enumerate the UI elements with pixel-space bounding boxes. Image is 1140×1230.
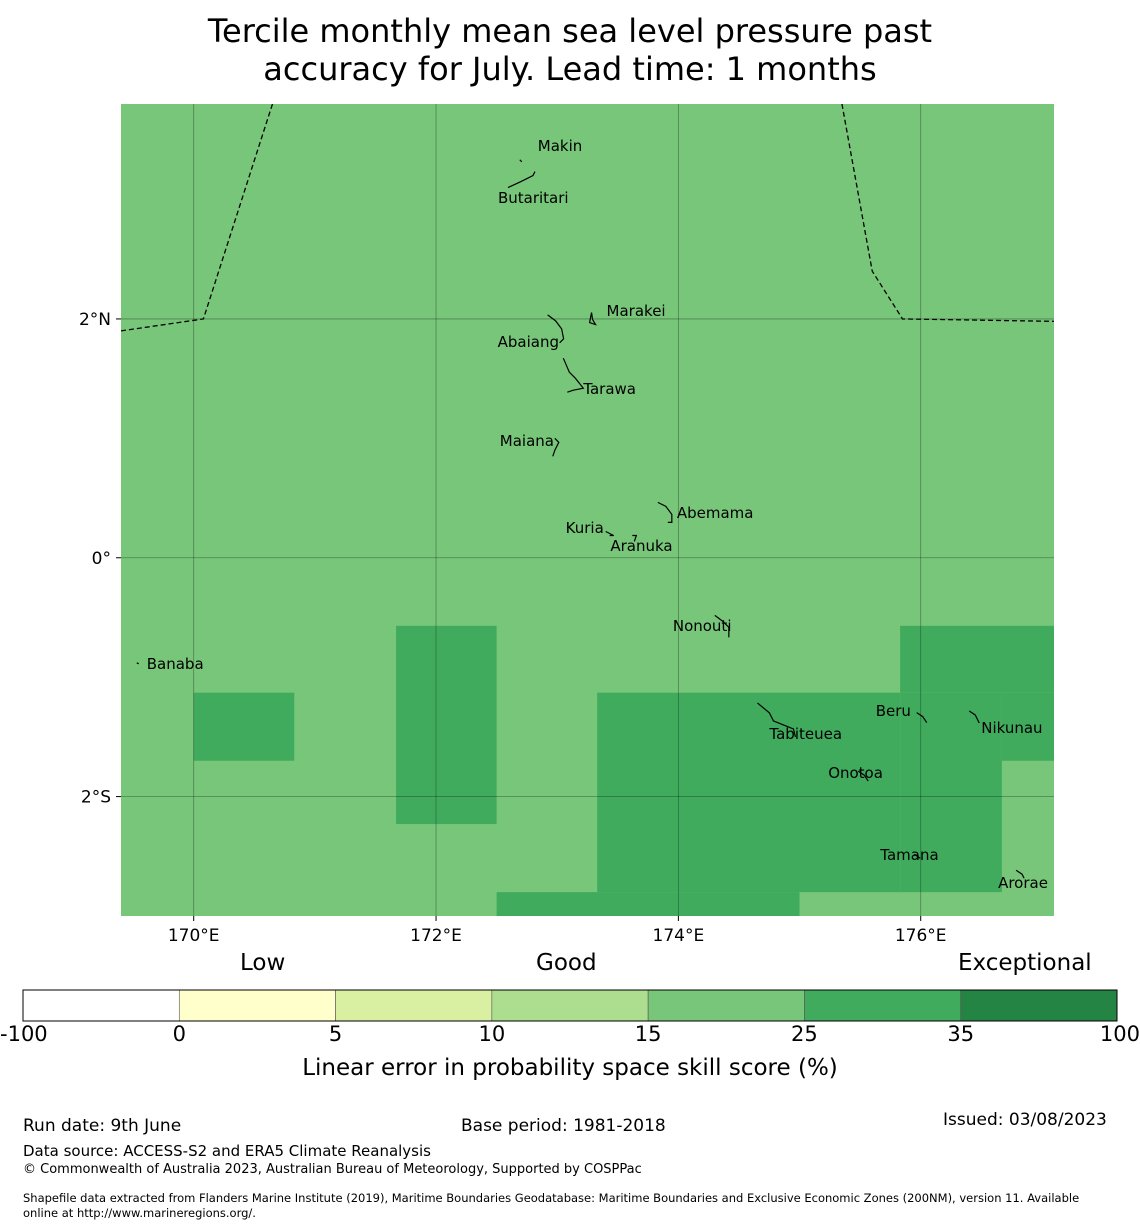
colorbar-bin — [178, 989, 336, 1022]
title-line-1: Tercile monthly mean sea level pressure … — [207, 12, 933, 50]
colorbar-bin — [804, 989, 962, 1022]
skill-cell — [396, 625, 497, 825]
island-label: Banaba — [146, 654, 204, 673]
shapefile-credit-line-2: online at http://www.marineregions.org/. — [23, 1206, 256, 1220]
island-outline — [1015, 869, 1025, 879]
island-outline — [657, 501, 673, 523]
island-outline — [916, 712, 928, 723]
colorbar-frame — [22, 989, 1118, 1022]
colorbar-bin — [647, 989, 805, 1022]
island-label: Marakei — [606, 301, 666, 320]
copyright: © Commonwealth of Australia 2023, Austra… — [23, 1162, 642, 1177]
legend-category-exceptional: Exceptional — [958, 950, 1092, 976]
colorbar-bin — [960, 989, 1118, 1022]
title-line-2: accuracy for July. Lead time: 1 months — [263, 50, 877, 88]
issued-date: Issued: 03/08/2023 — [943, 1110, 1107, 1130]
base-period: Base period: 1981-2018 — [461, 1116, 666, 1136]
map-gridlines — [121, 104, 1054, 916]
skill-cell — [496, 892, 800, 916]
colorbar-tick-label: -100 — [0, 1022, 48, 1046]
shapefile-credit-line-1: Shapefile data extracted from Flanders M… — [23, 1191, 1080, 1205]
eez-boundary-line — [841, 103, 1055, 322]
legend-category-good: Good — [536, 950, 597, 976]
colorbar-bin — [491, 989, 649, 1022]
lon-tick-label: 176°E — [895, 926, 947, 946]
island-outline — [632, 534, 638, 542]
island-outline — [913, 853, 921, 859]
eez-boundaries — [120, 103, 1055, 332]
colorbar-axis-label: Linear error in probability space skill … — [302, 1055, 838, 1081]
colorbar-tick-label: 10 — [478, 1022, 506, 1046]
colorbar-tick-label: 5 — [328, 1022, 343, 1046]
axis-ticks: 170°E 172°E 174°E 176°E 2°N 0° 2°S — [79, 310, 947, 946]
island-label: Tamana — [880, 846, 939, 865]
island-outlines — [136, 159, 1025, 879]
colorbar-bin — [335, 989, 493, 1022]
colorbar-tick-label: 0 — [172, 1022, 186, 1046]
lat-tick-label: 0° — [92, 549, 111, 569]
colorbar-tick-label: 100 — [1099, 1022, 1140, 1046]
skill-map: 170°E 172°E 174°E 176°E 2°N 0° 2°S — [79, 103, 1055, 946]
island-outline — [552, 437, 560, 457]
island-outline — [507, 171, 536, 189]
island-label: Tarawa — [583, 380, 637, 399]
island-outline — [547, 314, 565, 344]
page-title: Tercile monthly mean sea level pressure … — [0, 12, 1140, 88]
skill-cell — [900, 692, 1002, 893]
run-date: Run date: 9th June — [23, 1116, 182, 1136]
island-label: Aranuka — [610, 537, 673, 556]
colorbar-tick-label: 35 — [947, 1022, 975, 1046]
island-outline — [757, 702, 797, 738]
data-source: Data source: ACCESS-S2 and ERA5 Climate … — [23, 1142, 431, 1160]
skill-cells — [193, 625, 1054, 916]
island-outline — [857, 770, 869, 782]
island-label: Abaiang — [497, 332, 559, 351]
island-label: Kuria — [565, 519, 604, 538]
colorbar — [22, 989, 1118, 1022]
island-label: Makin — [537, 136, 583, 155]
legend-category-low: Low — [240, 950, 286, 976]
skill-cell — [1001, 692, 1054, 761]
skill-cell — [597, 692, 901, 893]
lon-tick-label: 172°E — [410, 926, 462, 946]
island-outline — [968, 710, 980, 724]
island-outline — [562, 357, 585, 393]
lon-tick-label: 174°E — [653, 926, 705, 946]
colorbar-tick-label: 25 — [791, 1022, 818, 1046]
lat-tick-label: 2°N — [79, 310, 111, 330]
island-outline — [605, 530, 614, 537]
island-outline — [588, 312, 597, 326]
island-label: Onotoa — [828, 764, 883, 783]
island-label: Nikunau — [981, 718, 1043, 737]
island-label: Tabiteuea — [769, 724, 843, 743]
island-outline — [136, 662, 140, 665]
island-label: Butaritari — [497, 188, 569, 207]
lon-tick-label: 170°E — [168, 926, 220, 946]
eez-boundary-line — [120, 103, 274, 332]
island-label: Nonouti — [672, 617, 732, 636]
colorbar-bin — [22, 989, 180, 1022]
island-label: Beru — [875, 701, 911, 720]
island-outline — [714, 614, 730, 638]
colorbar-tick-label: 15 — [634, 1022, 662, 1046]
island-label: Arorae — [998, 874, 1048, 893]
skill-cell — [193, 692, 295, 761]
island-label: Abemama — [676, 504, 754, 523]
lat-tick-label: 2°S — [81, 788, 111, 808]
island-label: Maiana — [499, 432, 554, 451]
skill-cell — [900, 625, 1054, 693]
island-outline — [519, 159, 523, 163]
